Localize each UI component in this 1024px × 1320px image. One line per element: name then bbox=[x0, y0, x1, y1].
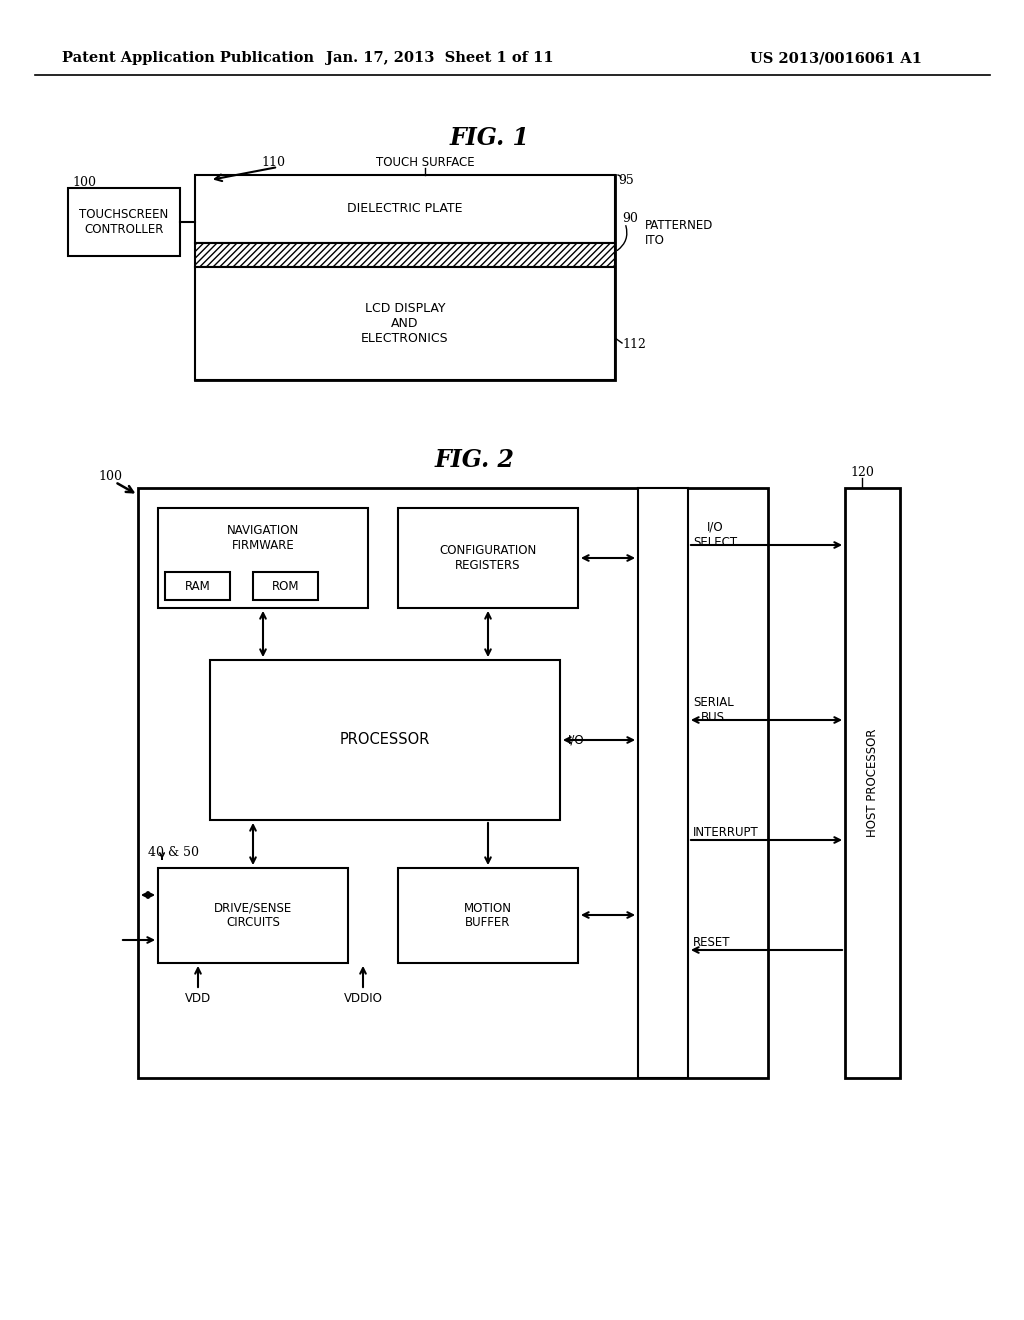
Text: 90: 90 bbox=[622, 211, 638, 224]
Text: RESET: RESET bbox=[693, 936, 730, 949]
Bar bbox=[845, 488, 900, 1078]
Text: CONFIGURATION
REGISTERS: CONFIGURATION REGISTERS bbox=[439, 544, 537, 572]
Text: 100: 100 bbox=[98, 470, 122, 483]
Bar bbox=[68, 187, 180, 256]
Text: DRIVE/SENSE
CIRCUITS: DRIVE/SENSE CIRCUITS bbox=[214, 902, 292, 929]
Text: I/O
SELECT: I/O SELECT bbox=[693, 521, 737, 549]
Bar bbox=[165, 572, 230, 601]
Text: VDD: VDD bbox=[185, 991, 211, 1005]
Bar bbox=[195, 243, 615, 267]
Bar bbox=[158, 508, 368, 609]
Bar bbox=[195, 267, 615, 380]
Text: DIELECTRIC PLATE: DIELECTRIC PLATE bbox=[347, 202, 463, 215]
Text: ROM: ROM bbox=[271, 579, 299, 593]
Text: I/O: I/O bbox=[568, 734, 585, 747]
Text: 40 & 50: 40 & 50 bbox=[148, 846, 199, 858]
Bar bbox=[158, 869, 348, 964]
Text: MOTION
BUFFER: MOTION BUFFER bbox=[464, 902, 512, 929]
Text: TOUCH SURFACE: TOUCH SURFACE bbox=[376, 157, 474, 169]
Text: Jan. 17, 2013  Sheet 1 of 11: Jan. 17, 2013 Sheet 1 of 11 bbox=[327, 51, 554, 65]
Text: Patent Application Publication: Patent Application Publication bbox=[62, 51, 314, 65]
Text: FIG. 1: FIG. 1 bbox=[450, 125, 530, 150]
Bar bbox=[253, 572, 318, 601]
Text: RAM: RAM bbox=[184, 579, 210, 593]
Bar bbox=[210, 660, 560, 820]
Text: 100: 100 bbox=[72, 177, 96, 190]
Text: NAVIGATION
FIRMWARE: NAVIGATION FIRMWARE bbox=[227, 524, 299, 552]
Bar bbox=[398, 869, 578, 964]
Text: INTERRUPT: INTERRUPT bbox=[693, 825, 759, 838]
Text: LCD DISPLAY
AND
ELECTRONICS: LCD DISPLAY AND ELECTRONICS bbox=[361, 302, 449, 345]
Text: SERIAL
BUS: SERIAL BUS bbox=[693, 696, 734, 723]
Bar bbox=[398, 508, 578, 609]
Text: HOST PROCESSOR: HOST PROCESSOR bbox=[866, 729, 879, 837]
Text: VDDIO: VDDIO bbox=[344, 991, 382, 1005]
Text: 95: 95 bbox=[618, 173, 634, 186]
Text: US 2013/0016061 A1: US 2013/0016061 A1 bbox=[750, 51, 922, 65]
Bar bbox=[138, 488, 768, 1078]
Text: 120: 120 bbox=[850, 466, 873, 479]
Bar bbox=[195, 176, 615, 243]
Bar bbox=[638, 488, 688, 1078]
Text: PROCESSOR: PROCESSOR bbox=[340, 733, 430, 747]
Text: PATTERNED
ITO: PATTERNED ITO bbox=[645, 219, 714, 247]
Bar bbox=[195, 176, 615, 380]
Text: TOUCHSCREEN
CONTROLLER: TOUCHSCREEN CONTROLLER bbox=[80, 209, 169, 236]
Text: 112: 112 bbox=[622, 338, 646, 351]
Text: FIG. 2: FIG. 2 bbox=[435, 447, 515, 473]
Text: 110: 110 bbox=[261, 156, 285, 169]
